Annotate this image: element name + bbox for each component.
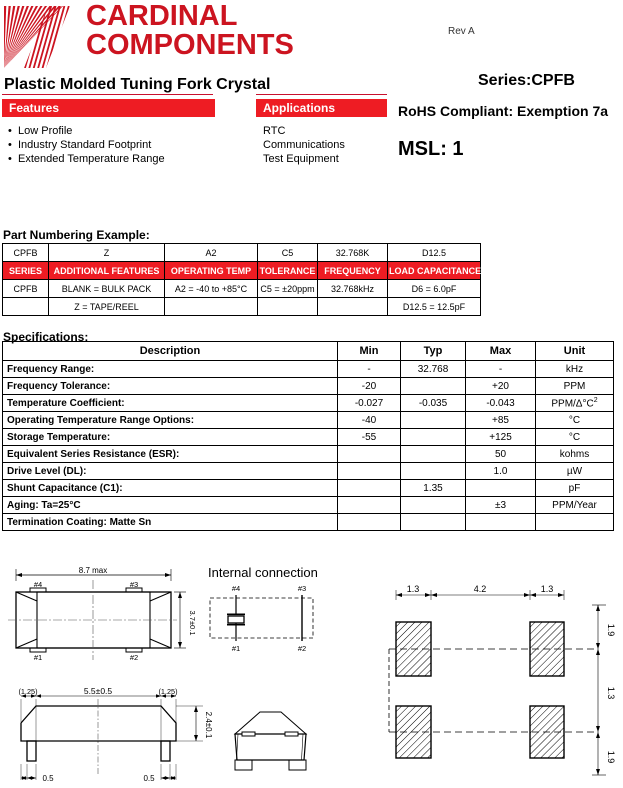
svg-text:#2: #2 <box>130 653 138 662</box>
svg-text:#3: #3 <box>130 580 138 589</box>
svg-text:#1: #1 <box>232 644 240 653</box>
svg-text:(1.25): (1.25) <box>158 688 177 696</box>
svg-text:4.2: 4.2 <box>474 585 487 594</box>
svg-text:0.5: 0.5 <box>143 774 155 783</box>
svg-text:1.9: 1.9 <box>606 751 616 764</box>
svg-text:0.5: 0.5 <box>42 774 54 783</box>
svg-text:5.5±0.5: 5.5±0.5 <box>84 688 113 696</box>
svg-text:#1: #1 <box>34 653 42 662</box>
svg-text:(1.25): (1.25) <box>18 688 37 696</box>
svg-text:1.3: 1.3 <box>541 585 554 594</box>
svg-text:1.3: 1.3 <box>407 585 420 594</box>
svg-text:#3: #3 <box>298 584 306 593</box>
svg-text:1.3: 1.3 <box>606 687 616 700</box>
svg-text:3.7±0.1: 3.7±0.1 <box>188 611 197 636</box>
svg-text:#2: #2 <box>298 644 306 653</box>
svg-text:#4: #4 <box>34 580 42 589</box>
svg-text:#4: #4 <box>232 584 240 593</box>
svg-text:2.4±0.1: 2.4±0.1 <box>204 712 213 739</box>
svg-text:1.9: 1.9 <box>606 624 616 637</box>
svg-text:8.7 max: 8.7 max <box>79 566 107 575</box>
